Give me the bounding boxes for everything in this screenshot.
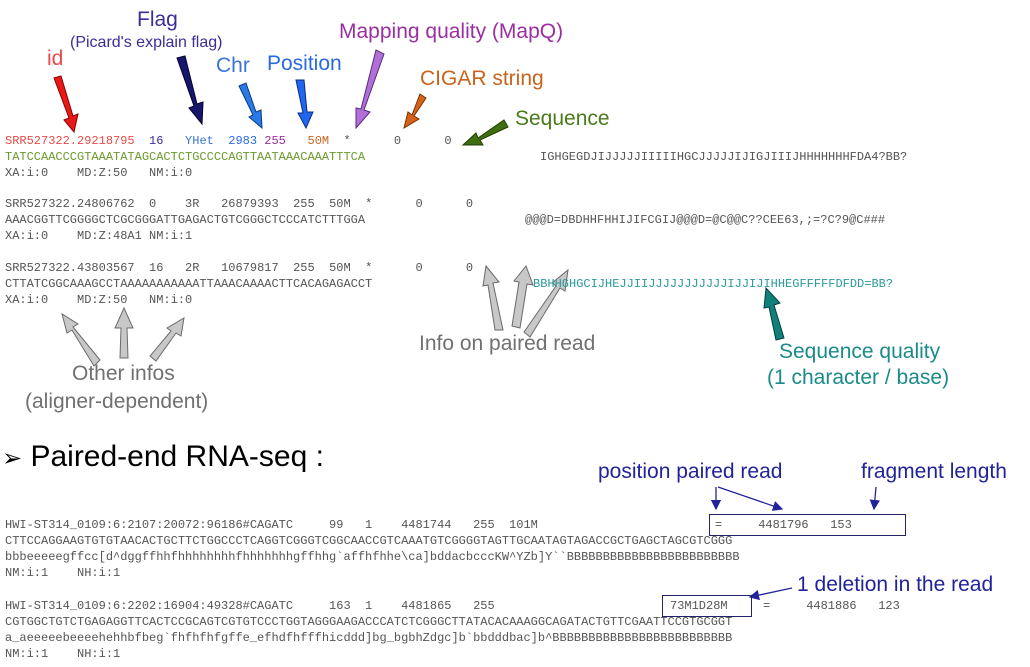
read2-line1: SRR527322.24806762 0 3R 26879393 255 50M… (5, 197, 473, 211)
pair2-qual: a_aeeeeebeeeehehhbfbeg`fhfhfhfgffe_efhdf… (5, 631, 733, 645)
read1-seq: TATCCAACCCGTAAATATAGCACTCTGCCCCAGTTAATAA… (5, 150, 366, 164)
read3-line1: SRR527322.43803567 16 2R 10679817 255 50… (5, 261, 473, 275)
deletion-label: 1 deletion in the read (797, 573, 994, 596)
pair1-header: HWI-ST314_0109:6:2107:20072:96186#CAGATC… (5, 518, 538, 532)
read1-flag: 16 (149, 134, 164, 148)
read3-tags: XA:i:0 MD:Z:50 NM:i:0 (5, 293, 193, 307)
read1-id: SRR527322.29218795 (5, 134, 135, 148)
sequence-label: Sequence (515, 107, 610, 130)
chr-arrow (238, 82, 263, 130)
read1-cigar: 50M (307, 134, 330, 148)
id-arrow (53, 75, 79, 134)
flag-label: Flag (137, 8, 178, 31)
cigar-arrow (403, 93, 427, 130)
read3-pos: 10679817 (221, 261, 279, 275)
aligner-dependent-label: (aligner-dependent) (25, 390, 209, 413)
paired-heading-bullet: ➢ (2, 445, 23, 472)
paired-heading: ➢ Paired-end RNA-seq : (2, 440, 324, 474)
read1-pos: 2983 (228, 134, 258, 148)
read1-line1: SRR527322.29218795 16 YHet 2983 255 50M … (5, 134, 452, 148)
pair1-qual: bbbeeeeegffcc[d^dggffhhfhhhhhhhhfhhhhhhh… (5, 550, 740, 564)
pair1-tags: NM:i:1 NH:i:1 (5, 566, 121, 580)
read2-qual: @@@D=DBDHHFHHIJIFCGIJ@@@D=@C@@C??CEE63,;… (525, 213, 886, 227)
read2-flag: 0 (149, 197, 157, 211)
chr-label: Chr (216, 54, 250, 77)
quality-arrow (763, 286, 785, 341)
paired-thin-arrows (710, 486, 881, 601)
pair2-seq: CGTGGCTGTCTGAGAGGTTCACTCCGCAGTCGTGTCCCTG… (5, 615, 733, 629)
read3-chr: 2R (185, 261, 200, 275)
mate-info-box (709, 514, 906, 536)
info-paired-label: Info on paired read (419, 332, 596, 355)
pair2-header: HWI-ST314_0109:6:2202:16904:49328#CAGATC… (5, 599, 495, 613)
pair2-cigar: 73M1D28M (670, 599, 728, 613)
other-infos-arrows (61, 306, 185, 367)
fragment-length-label: fragment length (861, 460, 1007, 483)
cigar-deletion-box (662, 595, 752, 617)
other-infos-label: Other infos (72, 362, 175, 385)
position-label: Position (267, 52, 342, 75)
pair1-mate: = 4481796 153 (715, 518, 852, 532)
read2-seq: AAACGGTTCGGGGCTCGCGGGATTGAGACTGTCGGGCTCC… (5, 213, 366, 227)
read2-cigar: 50M (329, 197, 351, 211)
seq-quality-label: Sequence quality (779, 340, 941, 363)
cigar-label: CIGAR string (420, 67, 544, 90)
read1-tags: XA:i:0 MD:Z:50 NM:i:0 (5, 166, 193, 180)
read1-qual: IGHGEGDJIJJJJJIIIIIHGCJJJJJIJIGJIIIJHHHH… (540, 150, 908, 164)
read3-mate-fields: * 0 0 (365, 261, 474, 275)
read2-mapq: 255 (293, 197, 315, 211)
read3-id: SRR527322.43803567 (5, 261, 135, 275)
read1-line2: TATCCAACCCGTAAATATAGCACTCTGCCCCAGTTAATAA… (5, 150, 365, 164)
mapq-arrow (355, 49, 385, 130)
read3-seq: CTTATCGGCAAAGCCTAAAAAAAAAAATTAAACAAAACTT… (5, 277, 373, 291)
read3-cigar: 50M (329, 261, 351, 275)
read2-id: SRR527322.24806762 (5, 197, 135, 211)
read1-chr: YHet (185, 134, 214, 148)
pair1-seq: CTTCCAGGAAGTGTGTAACACTGCTTCTGGCCCTCAGGTC… (5, 534, 733, 548)
read2-tags: XA:i:0 MD:Z:48A1 NM:i:1 (5, 229, 193, 243)
read3-flag: 16 (149, 261, 164, 275)
read3-mapq: 255 (293, 261, 315, 275)
paired-info-arrows (482, 264, 569, 338)
pair2-mate: = 4481886 123 (763, 599, 900, 613)
position-paired-read-label: position paired read (598, 460, 783, 483)
flag-sublabel: (Picard's explain flag) (70, 34, 223, 51)
seq-quality-sublabel: (1 character / base) (767, 366, 950, 389)
flag-arrow (176, 55, 204, 126)
pair2-tags: NM:i:1 NH:i:1 (5, 647, 121, 661)
position-arrow (295, 79, 314, 130)
read1-mapq: 255 (264, 134, 286, 148)
paired-heading-text: Paired-end RNA-seq : (30, 440, 324, 473)
read1-mate-fields: * 0 0 (343, 134, 452, 148)
read2-chr: 3R (185, 197, 200, 211)
mapq-label: Mapping quality (MapQ) (339, 20, 564, 43)
id-label: id (47, 47, 64, 70)
sequence-arrow (461, 119, 509, 146)
read2-pos: 26879393 (221, 197, 279, 211)
read2-mate-fields: * 0 0 (365, 197, 474, 211)
read3-qual: BBHHGHGCIJHEJJIIJJJJJJJJJJJIJJIJIHHEGFFF… (533, 277, 894, 291)
